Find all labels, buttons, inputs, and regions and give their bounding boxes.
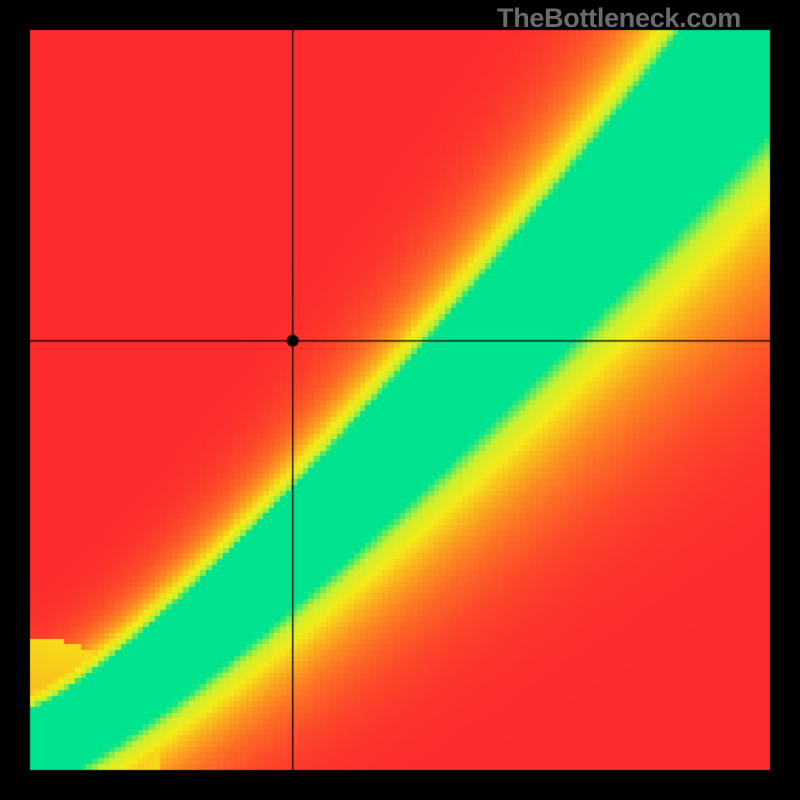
watermark-text: TheBottleneck.com <box>497 3 741 34</box>
bottleneck-heatmap <box>0 0 800 800</box>
